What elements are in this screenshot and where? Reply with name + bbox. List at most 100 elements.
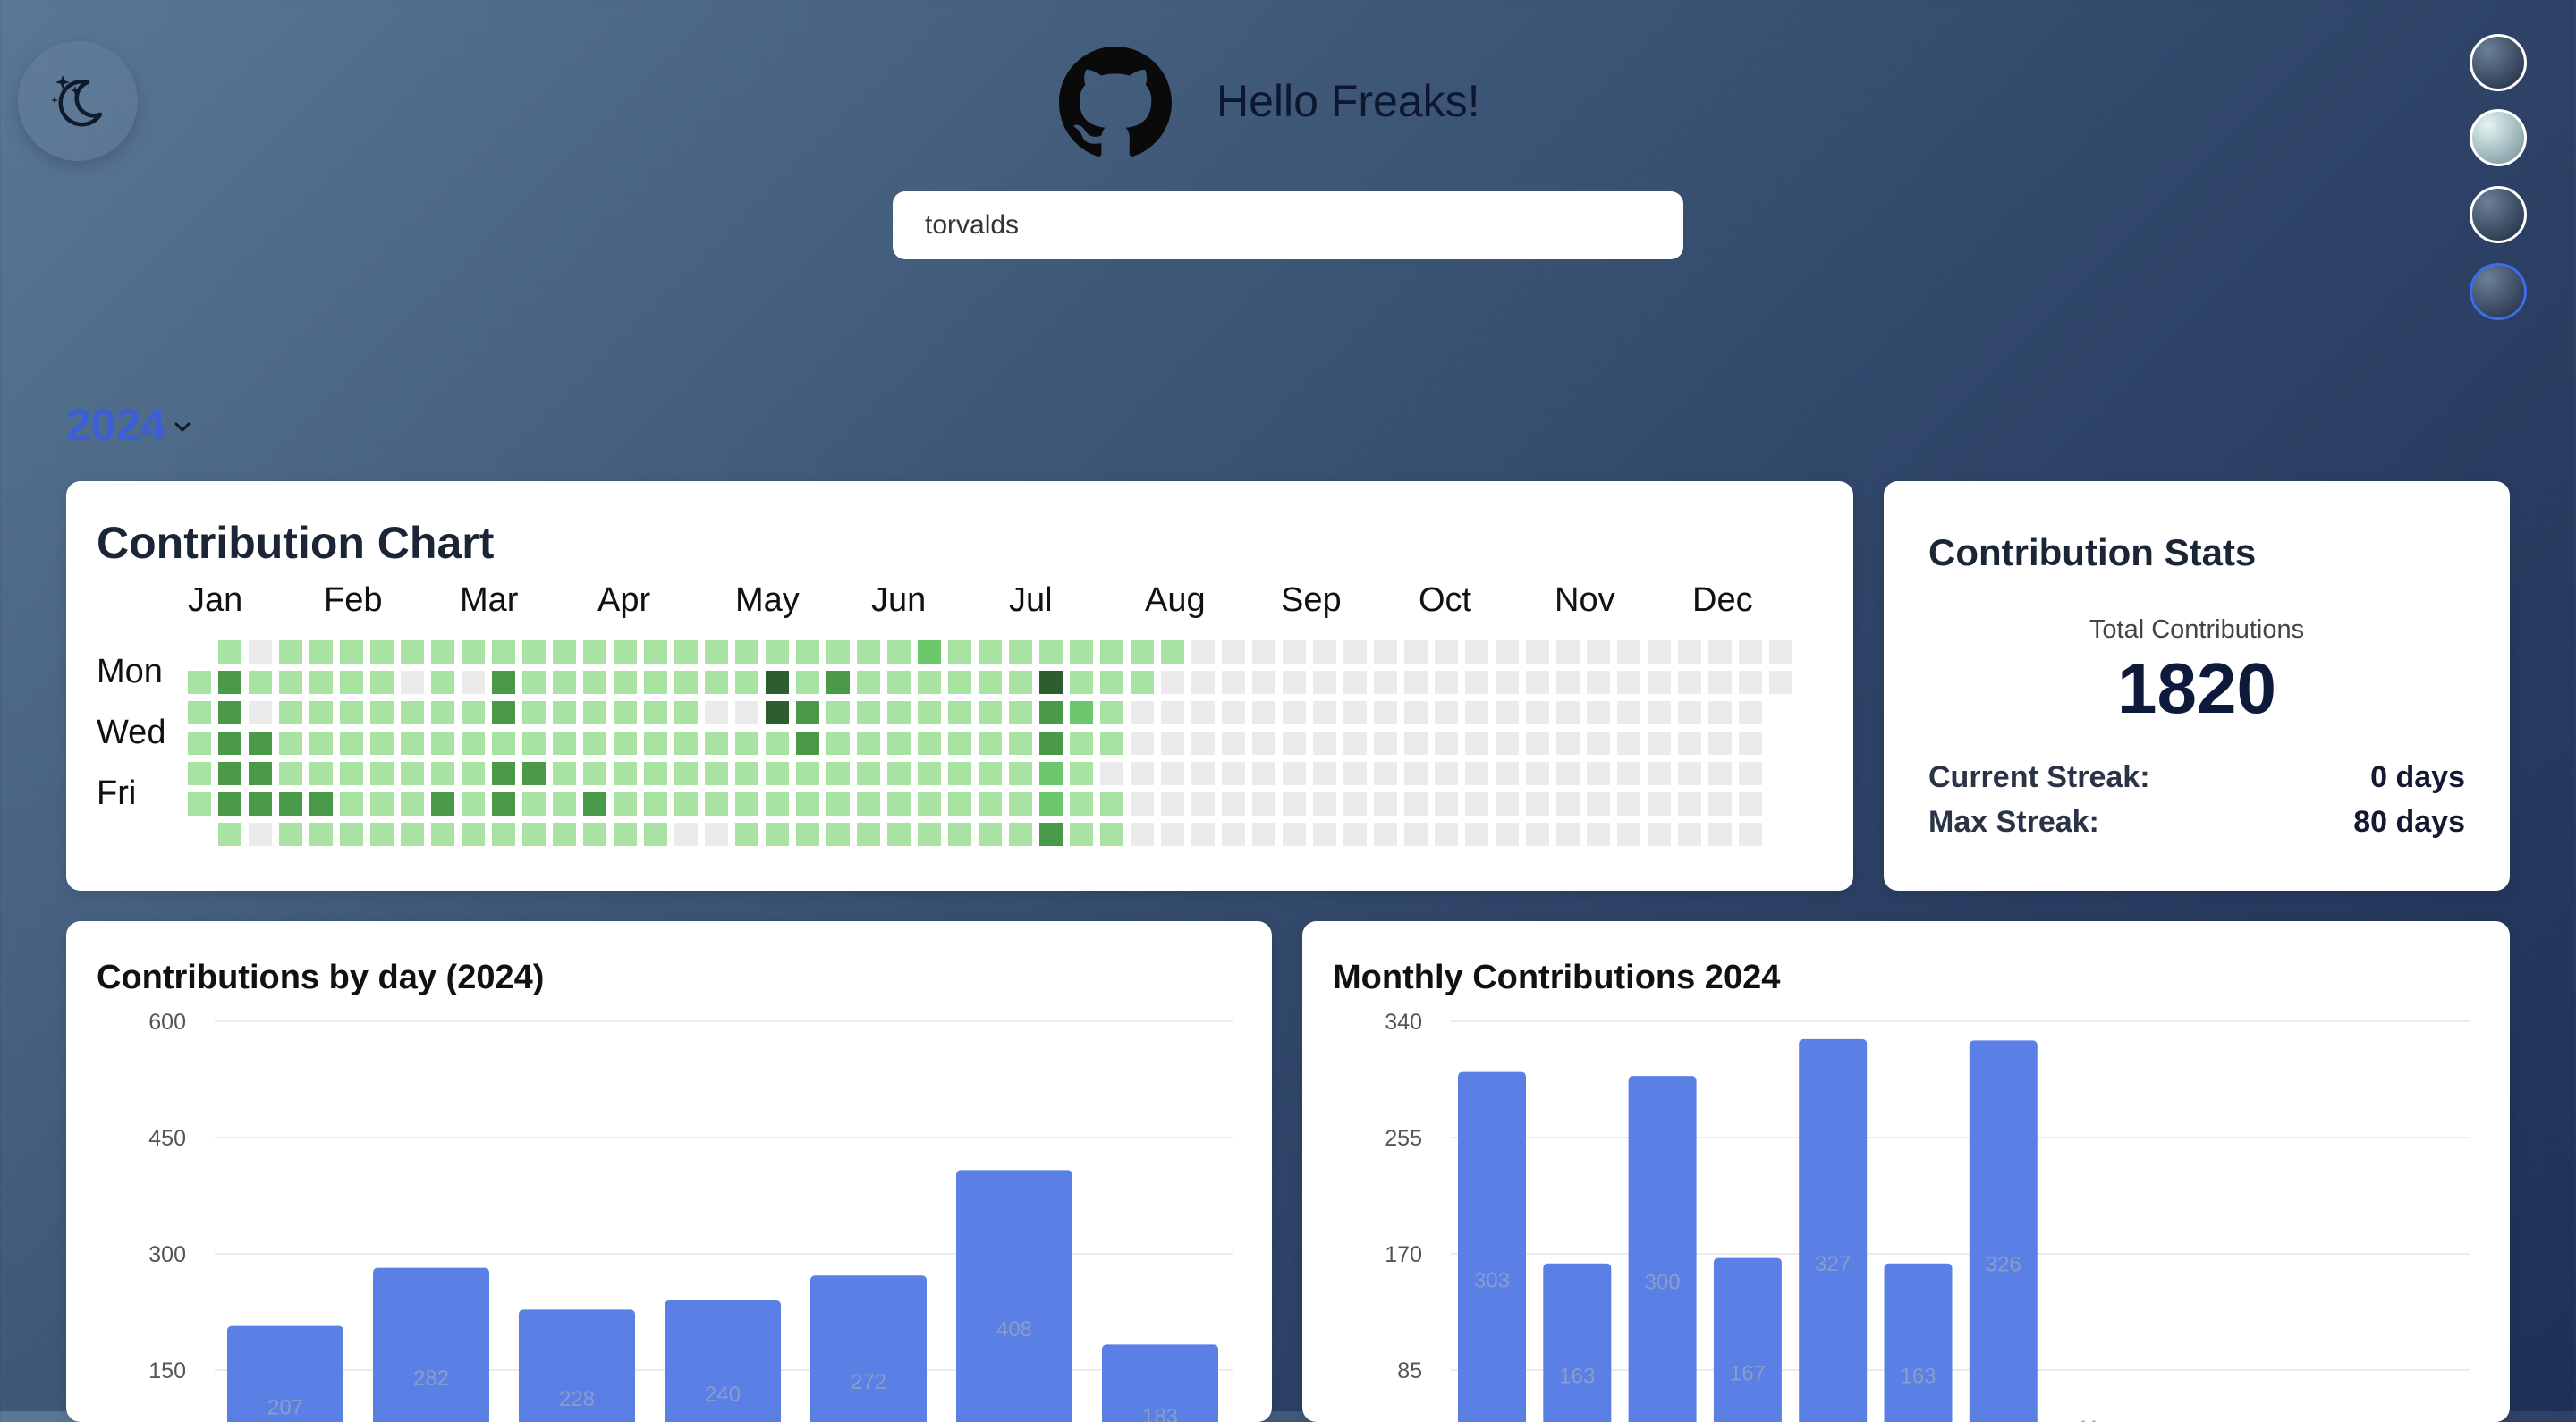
heatmap-cell[interactable] xyxy=(583,640,606,664)
heatmap-cell[interactable] xyxy=(1161,792,1184,816)
heatmap-cell[interactable] xyxy=(887,792,911,816)
heatmap-cell[interactable] xyxy=(1131,640,1154,664)
heatmap-cell[interactable] xyxy=(401,671,424,694)
heatmap-cell[interactable] xyxy=(1648,640,1671,664)
heatmap-cell[interactable] xyxy=(370,671,394,694)
heatmap-cell[interactable] xyxy=(857,640,880,664)
heatmap-cell[interactable] xyxy=(462,732,485,755)
heatmap-cell[interactable] xyxy=(1039,792,1063,816)
heatmap-cell[interactable] xyxy=(1252,640,1275,664)
heatmap-cell[interactable] xyxy=(1009,701,1032,724)
heatmap-cell[interactable] xyxy=(1708,823,1732,846)
heatmap-cell[interactable] xyxy=(857,701,880,724)
heatmap-cell[interactable] xyxy=(735,792,758,816)
heatmap-cell[interactable] xyxy=(1374,640,1397,664)
heatmap-cell[interactable] xyxy=(1009,792,1032,816)
heatmap-cell[interactable] xyxy=(1039,640,1063,664)
heatmap-cell[interactable] xyxy=(1556,732,1580,755)
heatmap-cell[interactable] xyxy=(1161,640,1184,664)
heatmap-cell[interactable] xyxy=(1526,792,1549,816)
heatmap-cell[interactable] xyxy=(1131,792,1154,816)
heatmap-cell[interactable] xyxy=(1769,671,1792,694)
heatmap-cell[interactable] xyxy=(1191,823,1215,846)
heatmap-cell[interactable] xyxy=(826,732,850,755)
heatmap-cell[interactable] xyxy=(1343,762,1367,785)
heatmap-cell[interactable] xyxy=(766,701,789,724)
heatmap-cell[interactable] xyxy=(614,640,637,664)
heatmap-cell[interactable] xyxy=(1161,732,1184,755)
heatmap-cell[interactable] xyxy=(1252,701,1275,724)
heatmap-cell[interactable] xyxy=(887,762,911,785)
heatmap-cell[interactable] xyxy=(705,701,728,724)
heatmap-cell[interactable] xyxy=(766,792,789,816)
heatmap-cell[interactable] xyxy=(796,792,819,816)
heatmap-cell[interactable] xyxy=(1678,792,1701,816)
heatmap-cell[interactable] xyxy=(948,823,971,846)
heatmap-cell[interactable] xyxy=(492,671,515,694)
bar[interactable] xyxy=(519,1309,635,1422)
heatmap-cell[interactable] xyxy=(1678,701,1701,724)
heatmap-cell[interactable] xyxy=(1708,671,1732,694)
heatmap-cell[interactable] xyxy=(1222,640,1245,664)
heatmap-cell[interactable] xyxy=(1556,701,1580,724)
heatmap-cell[interactable] xyxy=(766,671,789,694)
heatmap-cell[interactable] xyxy=(1678,671,1701,694)
heatmap-cell[interactable] xyxy=(309,732,333,755)
heatmap-cell[interactable] xyxy=(918,671,941,694)
heatmap-cell[interactable] xyxy=(1100,640,1123,664)
username-search-input[interactable] xyxy=(893,191,1683,259)
heatmap-cell[interactable] xyxy=(1526,640,1549,664)
heatmap-cell[interactable] xyxy=(1435,762,1458,785)
heatmap-cell[interactable] xyxy=(1465,732,1488,755)
heatmap-cell[interactable] xyxy=(1009,671,1032,694)
heatmap-cell[interactable] xyxy=(1039,732,1063,755)
heatmap-cell[interactable] xyxy=(583,792,606,816)
heatmap-cell[interactable] xyxy=(644,792,667,816)
heatmap-cell[interactable] xyxy=(887,823,911,846)
heatmap-cell[interactable] xyxy=(705,640,728,664)
heatmap-cell[interactable] xyxy=(188,671,211,694)
year-select[interactable]: 2024 xyxy=(66,399,196,451)
heatmap-cell[interactable] xyxy=(1191,762,1215,785)
heatmap-cell[interactable] xyxy=(1343,823,1367,846)
heatmap-cell[interactable] xyxy=(857,792,880,816)
heatmap-cell[interactable] xyxy=(1252,792,1275,816)
heatmap-cell[interactable] xyxy=(1496,762,1519,785)
heatmap-cell[interactable] xyxy=(796,640,819,664)
heatmap-cell[interactable] xyxy=(309,792,333,816)
heatmap-cell[interactable] xyxy=(1739,762,1762,785)
heatmap-cell[interactable] xyxy=(553,671,576,694)
heatmap-cell[interactable] xyxy=(522,762,546,785)
heatmap-cell[interactable] xyxy=(1708,640,1732,664)
heatmap-cell[interactable] xyxy=(309,762,333,785)
heatmap-cell[interactable] xyxy=(1648,792,1671,816)
heatmap-cell[interactable] xyxy=(462,792,485,816)
heatmap-cell[interactable] xyxy=(1191,792,1215,816)
heatmap-cell[interactable] xyxy=(1465,762,1488,785)
heatmap-cell[interactable] xyxy=(1678,823,1701,846)
heatmap-cell[interactable] xyxy=(1100,823,1123,846)
heatmap-cell[interactable] xyxy=(979,762,1002,785)
heatmap-cell[interactable] xyxy=(735,732,758,755)
heatmap-cell[interactable] xyxy=(1404,762,1428,785)
heatmap-cell[interactable] xyxy=(979,823,1002,846)
heatmap-cell[interactable] xyxy=(401,762,424,785)
heatmap-cell[interactable] xyxy=(766,823,789,846)
heatmap-cell[interactable] xyxy=(1283,671,1306,694)
heatmap-cell[interactable] xyxy=(249,792,272,816)
heatmap-cell[interactable] xyxy=(826,671,850,694)
heatmap-cell[interactable] xyxy=(1404,732,1428,755)
bar[interactable] xyxy=(1713,1257,1782,1422)
heatmap-cell[interactable] xyxy=(1465,701,1488,724)
heatmap-cell[interactable] xyxy=(340,732,363,755)
theme-swatch-navy[interactable] xyxy=(2470,186,2527,243)
heatmap-cell[interactable] xyxy=(918,701,941,724)
heatmap-cell[interactable] xyxy=(735,640,758,664)
heatmap-cell[interactable] xyxy=(188,792,211,816)
heatmap-cell[interactable] xyxy=(370,732,394,755)
heatmap-cell[interactable] xyxy=(1009,732,1032,755)
heatmap-cell[interactable] xyxy=(1404,640,1428,664)
heatmap-cell[interactable] xyxy=(492,701,515,724)
heatmap-cell[interactable] xyxy=(1009,823,1032,846)
heatmap-cell[interactable] xyxy=(644,671,667,694)
